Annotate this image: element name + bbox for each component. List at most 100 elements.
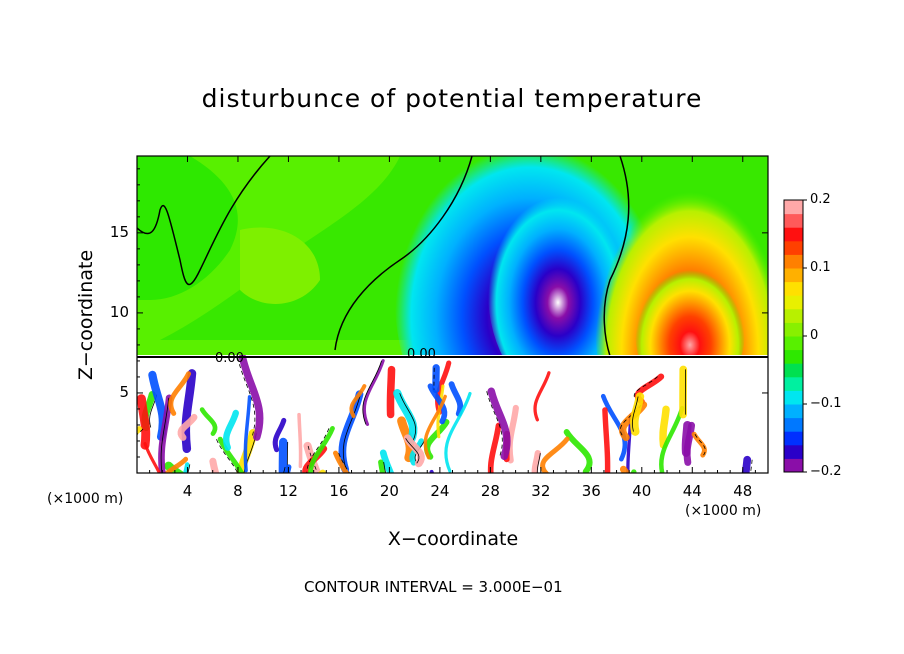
- colorbar-swatch: [784, 404, 803, 419]
- contour-interval-note: CONTOUR INTERVAL = 3.000E−01: [304, 578, 563, 596]
- contour-line: [486, 391, 503, 457]
- colorbar-swatch: [784, 390, 803, 405]
- contour-line: [237, 357, 256, 438]
- streak: [487, 422, 502, 473]
- colorbar-swatch: [784, 254, 803, 269]
- streak: [177, 413, 198, 441]
- streak: [533, 371, 551, 422]
- contour-line: [137, 428, 144, 435]
- x-axis: [149, 156, 756, 473]
- x-tick-label: 24: [430, 482, 450, 500]
- streak: [164, 456, 189, 473]
- contour-label: 0.00: [215, 351, 244, 366]
- colorbar-swatch: [784, 349, 803, 364]
- colorbar-label: 0: [810, 328, 819, 343]
- streak: [183, 462, 190, 473]
- streak: [602, 407, 611, 473]
- streak: [303, 441, 322, 473]
- y-tick-label: 10: [109, 302, 129, 321]
- streak: [379, 449, 395, 473]
- contour-line: [307, 445, 318, 473]
- streak: [308, 426, 335, 473]
- streak: [423, 394, 447, 460]
- colorbar-label: 0.1: [810, 260, 831, 275]
- y-axis: [137, 168, 768, 458]
- streak: [272, 417, 287, 453]
- contour-label: 0.00: [407, 347, 436, 362]
- lower-field: [137, 355, 768, 473]
- x-tick-label: 40: [632, 482, 652, 500]
- streak: [741, 455, 752, 473]
- colorbar-swatch: [784, 213, 803, 228]
- streak: [338, 390, 364, 473]
- streak: [137, 426, 143, 436]
- streak: [137, 394, 151, 450]
- streak: [349, 384, 367, 419]
- streak: [630, 392, 645, 436]
- x-tick-label: 32: [531, 482, 551, 500]
- streak: [448, 381, 464, 417]
- streak: [681, 420, 692, 457]
- y-tick-label: 5: [119, 382, 129, 401]
- streak: [444, 391, 472, 473]
- colorbar-swatch: [784, 281, 803, 296]
- contour-line: [383, 462, 386, 473]
- streak: [403, 434, 425, 468]
- streak: [238, 355, 264, 441]
- colorbar-label: 0.2: [810, 192, 831, 207]
- colorbar-swatch: [784, 376, 803, 391]
- x-axis-label: X−coordinate: [387, 528, 519, 550]
- contour-line: [319, 472, 321, 473]
- y-tick-label: 15: [109, 222, 129, 241]
- colorbar-swatch: [784, 431, 803, 446]
- contour-line: [405, 438, 420, 464]
- contour-line: [362, 360, 382, 425]
- streak: [143, 442, 162, 473]
- streak: [659, 405, 670, 449]
- colorbar-swatch: [784, 363, 803, 378]
- colorbar-swatch: [784, 458, 803, 473]
- contour-line: [160, 397, 170, 473]
- colorbar-swatch: [784, 268, 803, 283]
- streak: [540, 436, 570, 473]
- y-axis-label: Z−coordinate: [75, 249, 97, 381]
- streak: [563, 429, 593, 473]
- streak: [378, 459, 386, 473]
- x-unit-right: (×1000 m): [685, 503, 762, 519]
- colorbar-label: −0.2: [810, 464, 842, 479]
- colorbar-swatch: [784, 336, 803, 351]
- colorbar-swatch: [784, 308, 803, 323]
- streak: [316, 469, 327, 473]
- x-unit-left: (×1000 m): [47, 491, 124, 507]
- colorbar-swatch: [784, 240, 803, 255]
- streak: [691, 431, 707, 458]
- colorbar-label: −0.1: [810, 396, 842, 411]
- turbulent-streaks: [137, 355, 753, 473]
- colorbar-swatch: [784, 200, 803, 215]
- x-tick-label: 4: [182, 482, 193, 500]
- streak: [297, 412, 303, 469]
- x-tick-label: 28: [480, 482, 500, 500]
- streak: [506, 404, 519, 464]
- colorbar-swatch: [784, 417, 803, 432]
- colorbar-swatch: [784, 444, 803, 459]
- streak: [386, 365, 396, 419]
- contour-line: [694, 434, 706, 456]
- contour-line: [342, 394, 361, 470]
- colorbar-swatch: [784, 227, 803, 242]
- colorbar-swatch: [784, 322, 803, 337]
- streak: [168, 371, 192, 416]
- streak: [630, 469, 637, 473]
- streak: [333, 450, 350, 473]
- contour-line: [633, 376, 658, 402]
- contour-line: [632, 396, 639, 432]
- x-tick-label: 36: [581, 482, 601, 500]
- x-tick-label: 48: [733, 482, 753, 500]
- colorbar-swatch: [784, 295, 803, 310]
- contour-line: [536, 453, 541, 473]
- streak: [393, 389, 418, 446]
- streak: [236, 429, 258, 473]
- streak: [199, 407, 218, 436]
- x-tick-label: 12: [278, 482, 298, 500]
- chart-title: disturbunce of potential temperature: [201, 84, 703, 113]
